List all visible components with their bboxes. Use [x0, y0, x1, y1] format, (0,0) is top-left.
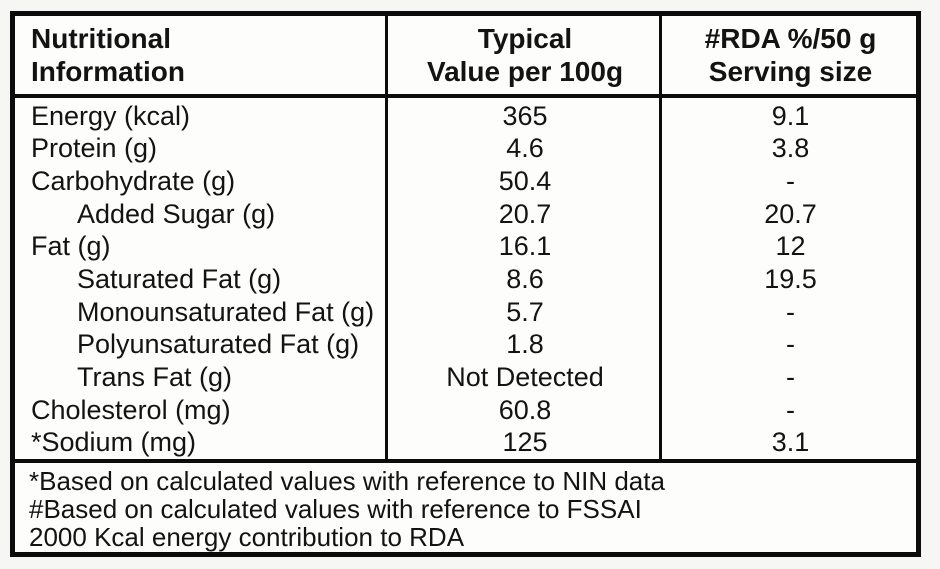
footnote-fssai: #Based on calculated values with referen…: [29, 494, 642, 524]
table-row: *Sodium (mg) 125 3.1: [15, 426, 916, 459]
typical-value: 125: [502, 427, 548, 458]
table-row: Saturated Fat (g) 8.6 19.5: [15, 263, 916, 296]
typical-value: 50.4: [498, 166, 552, 197]
typical-value: Not Detected: [446, 361, 604, 392]
typical-value: 1.8: [506, 329, 544, 360]
rda-value: 20.7: [764, 198, 817, 229]
header-line: Information: [31, 56, 185, 87]
table-body: Energy (kcal) 365 9.1 Protein (g) 4.6 3.…: [15, 98, 916, 459]
typical-value: 5.7: [506, 296, 544, 327]
header-line: Value per 100g: [426, 56, 624, 87]
column-divider: [659, 16, 662, 462]
table-row: Cholesterol (mg) 60.8 -: [15, 394, 916, 427]
nutrient-label: Protein (g): [31, 133, 158, 164]
nutrient-label: Carbohydrate (g): [31, 166, 236, 197]
header-nutritional-information: Nutritional Information: [15, 16, 385, 94]
rda-value: -: [786, 394, 795, 425]
nutrient-label: Polyunsaturated Fat (g): [77, 329, 360, 360]
table-header-row: Nutritional Information Typical Value pe…: [15, 16, 916, 94]
typical-value: 365: [502, 100, 548, 131]
nutrition-facts-table: Nutritional Information Typical Value pe…: [10, 11, 921, 557]
footnotes: *Based on calculated values with referen…: [15, 463, 916, 551]
table-row: Trans Fat (g) Not Detected -: [15, 361, 916, 394]
rda-value: 12: [775, 231, 806, 262]
nutrient-label: Added Sugar (g): [77, 198, 276, 229]
rda-value: -: [786, 361, 795, 392]
header-line: Serving size: [708, 56, 873, 87]
table-row: Protein (g) 4.6 3.8: [15, 133, 916, 166]
typical-value: 4.6: [506, 133, 544, 164]
nutrient-label: Monounsaturated Fat (g): [77, 296, 375, 327]
table-row: Monounsaturated Fat (g) 5.7 -: [15, 296, 916, 329]
header-typical-value: Typical Value per 100g: [388, 16, 662, 94]
header-separator: [15, 94, 916, 98]
table-row: Fat (g) 16.1 12: [15, 231, 916, 264]
rda-value: 19.5: [764, 264, 817, 295]
footnote-separator: [15, 459, 916, 463]
rda-value: -: [786, 166, 795, 197]
typical-value: 20.7: [498, 198, 552, 229]
rda-value: -: [786, 296, 795, 327]
table-row: Added Sugar (g) 20.7 20.7: [15, 198, 916, 231]
header-rda-serving: #RDA %/50 g Serving size: [665, 16, 916, 94]
column-divider: [385, 16, 388, 462]
footnote-rda: 2000 Kcal energy contribution to RDA: [29, 522, 465, 552]
rda-value: 3.1: [771, 427, 810, 458]
typical-value: 8.6: [506, 264, 544, 295]
header-line: Nutritional: [31, 23, 171, 54]
nutrient-label: Cholesterol (mg): [31, 394, 231, 425]
rda-value: 3.8: [771, 133, 810, 164]
table-row: Carbohydrate (g) 50.4 -: [15, 165, 916, 198]
header-line: #RDA %/50 g: [704, 23, 877, 54]
nutrient-label: Saturated Fat (g): [77, 264, 282, 295]
nutrient-label: Energy (kcal): [31, 100, 191, 131]
nutrient-label: Fat (g): [31, 231, 111, 262]
footnote-nin: *Based on calculated values with referen…: [29, 466, 665, 496]
rda-value: -: [786, 329, 795, 360]
rda-value: 9.1: [771, 100, 810, 131]
nutrient-label: *Sodium (mg): [31, 427, 197, 458]
header-line: Typical: [477, 23, 573, 54]
table-row: Polyunsaturated Fat (g) 1.8 -: [15, 328, 916, 361]
table-row: Energy (kcal) 365 9.1: [15, 100, 916, 133]
typical-value: 16.1: [498, 231, 552, 262]
typical-value: 60.8: [498, 394, 552, 425]
nutrient-label: Trans Fat (g): [77, 361, 233, 392]
